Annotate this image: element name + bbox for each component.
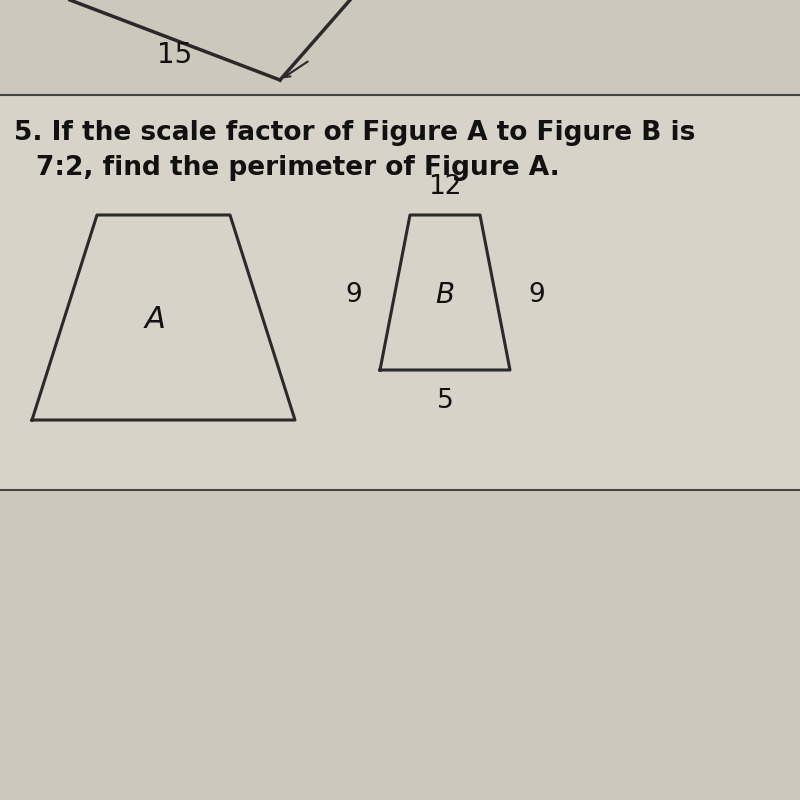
Text: A: A: [145, 306, 166, 334]
Text: 5. If the scale factor of Figure A to Figure B is: 5. If the scale factor of Figure A to Fi…: [14, 120, 695, 146]
Text: 15: 15: [158, 41, 193, 69]
Bar: [0, 95, 800, 490]
Text: 5: 5: [437, 388, 454, 414]
Bar: [0, 490, 800, 800]
Bar: [0, 0, 800, 95]
Text: B: B: [435, 281, 454, 309]
Text: 7:2, find the perimeter of Figure A.: 7:2, find the perimeter of Figure A.: [36, 155, 560, 181]
Text: 12: 12: [428, 174, 462, 200]
Text: 9: 9: [346, 282, 362, 308]
Text: 9: 9: [528, 282, 545, 308]
